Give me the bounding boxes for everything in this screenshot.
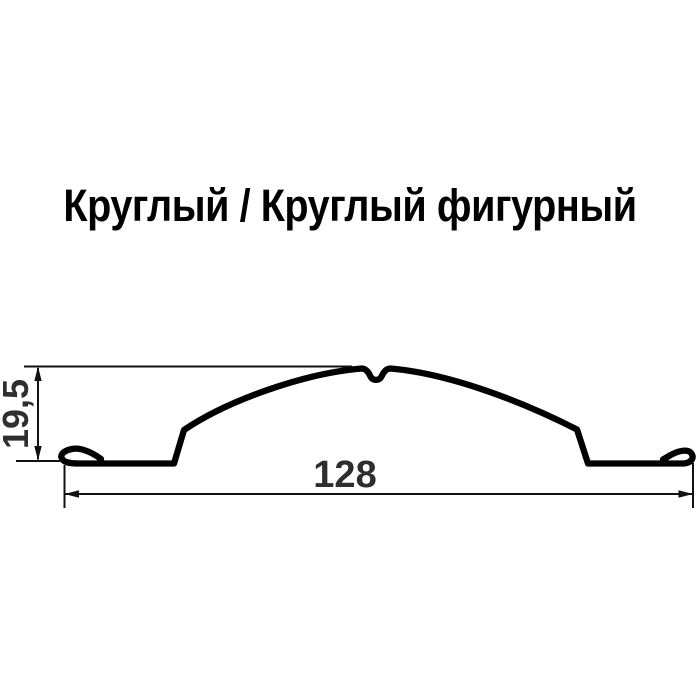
width-dimension: 128 xyxy=(63,454,694,508)
page-title: Круглый / Круглый фигурный xyxy=(63,180,637,231)
height-arrow-down-icon xyxy=(34,446,42,461)
height-arrow-up-icon xyxy=(34,366,42,381)
height-dimension: 19,5 xyxy=(0,365,352,462)
height-dimension-label: 19,5 xyxy=(0,379,36,449)
width-arrow-left-icon xyxy=(64,490,79,498)
width-arrow-right-icon xyxy=(678,490,693,498)
width-dimension-label: 128 xyxy=(313,454,376,496)
picket-profile-outline xyxy=(58,365,696,467)
